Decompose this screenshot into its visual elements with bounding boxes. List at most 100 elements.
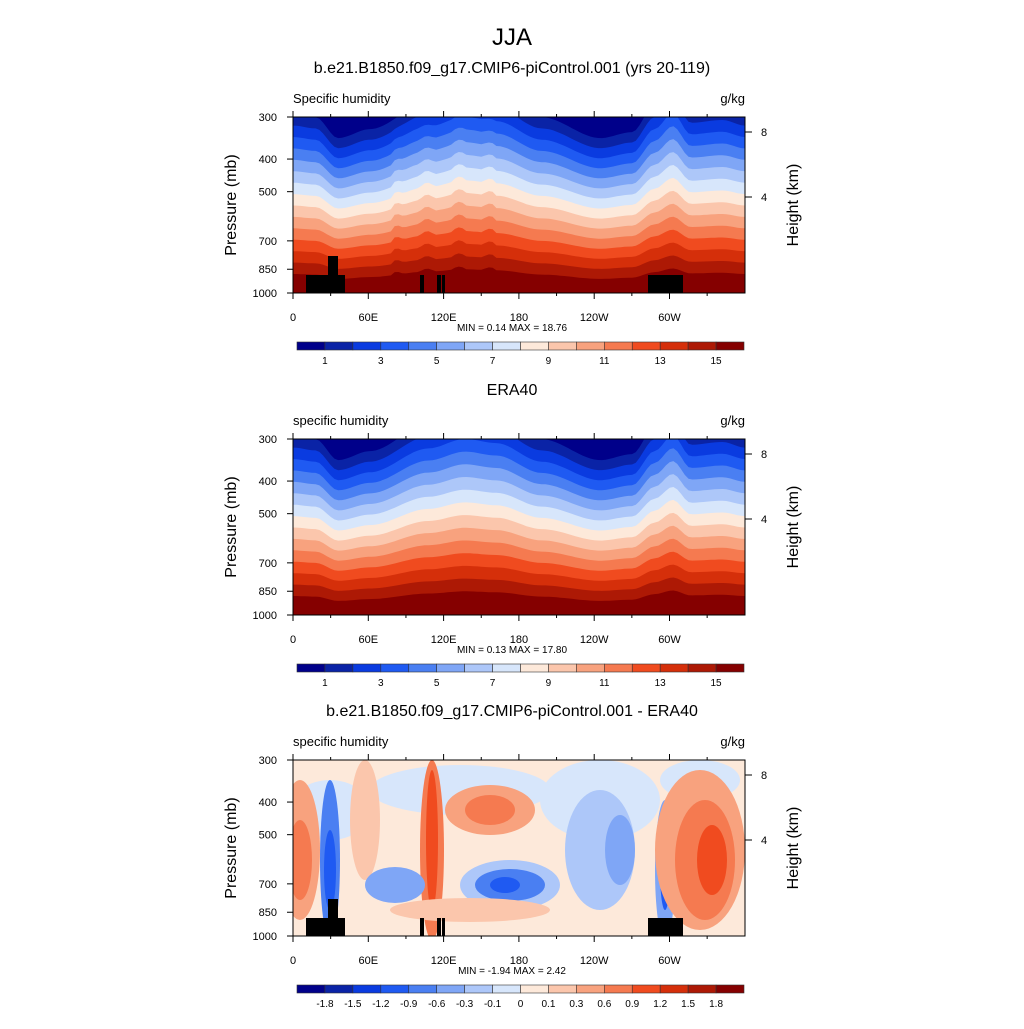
y-tick-label: 300 [259, 112, 277, 124]
panel-left-label: specific humidity [293, 734, 389, 749]
colorbar-box [492, 341, 521, 351]
panel-1: b.e21.B1850.f09_g17.CMIP6-piControl.001 … [223, 60, 802, 367]
y-tick-label: 400 [259, 476, 277, 488]
colorbar-label: -0.6 [428, 999, 446, 1010]
colorbar-box [352, 984, 382, 994]
y-axis-label: Pressure (mb) [223, 476, 240, 577]
topography-mask [420, 918, 424, 936]
contour-blob [426, 770, 438, 910]
contour-blob [490, 877, 520, 893]
y2-axis-label: Height (km) [785, 164, 802, 247]
contour-blob [605, 815, 635, 885]
colorbar-box [687, 663, 717, 673]
colorbar-label: 0.3 [569, 999, 583, 1010]
contour-blob [365, 867, 425, 903]
topography-mask [648, 918, 683, 936]
y2-tick-label: 8 [761, 127, 767, 139]
colorbar-box [324, 341, 354, 351]
y-tick-label: 700 [259, 879, 277, 891]
topography-mask [437, 275, 441, 293]
colorbar-label: 7 [490, 678, 496, 689]
panel-left-label: Specific humidity [293, 91, 391, 106]
colorbar-label: -1.8 [316, 999, 334, 1010]
colorbar-box [464, 984, 493, 994]
colorbar-box [408, 341, 437, 351]
colorbar-box [408, 663, 437, 673]
colorbar-box [296, 984, 326, 994]
colorbar-label: -1.2 [372, 999, 390, 1010]
panel-title: ERA40 [487, 382, 538, 399]
colorbar-label: 0.6 [597, 999, 611, 1010]
x-tick-label: 120E [431, 312, 457, 324]
topography-mask [306, 918, 345, 936]
contour-field [293, 760, 745, 936]
colorbar-box [687, 984, 717, 994]
x-tick-label: 0 [290, 634, 296, 646]
colorbar-box [520, 663, 549, 673]
colorbar-label: 0.9 [625, 999, 639, 1010]
colorbar-label: 1.5 [681, 999, 695, 1010]
colorbar-box [464, 341, 493, 351]
contour-band [293, 590, 745, 615]
y2-tick-label: 4 [761, 514, 767, 526]
colorbar-label: 9 [546, 356, 552, 367]
colorbar-box [604, 341, 633, 351]
colorbar-label: 13 [655, 678, 667, 689]
x-tick-label: 120W [580, 312, 609, 324]
figure-title: JJA [492, 24, 532, 51]
contour-band [293, 266, 745, 293]
colorbar-label: 15 [711, 678, 723, 689]
contour-blob [324, 830, 336, 910]
contour-blob [293, 820, 312, 900]
colorbar-box [520, 341, 549, 351]
x-tick-label: 60E [359, 312, 379, 324]
y-tick-label: 300 [259, 755, 277, 767]
colorbar-box [324, 984, 354, 994]
topography-mask [442, 918, 445, 936]
panel-title: b.e21.B1850.f09_g17.CMIP6-piControl.001 … [314, 60, 710, 77]
x-tick-label: 60E [359, 955, 379, 967]
min-max-label: MIN = 0.14 MAX = 18.76 [457, 323, 567, 334]
min-max-label: MIN = 0.13 MAX = 17.80 [457, 645, 567, 656]
colorbar-label: 11 [599, 356, 610, 367]
min-max-label: MIN = -1.94 MAX = 2.42 [458, 966, 566, 977]
panel-units-label: g/kg [720, 91, 745, 106]
panel-units-label: g/kg [720, 413, 745, 428]
colorbar-box [604, 984, 633, 994]
y-tick-label: 500 [259, 509, 277, 521]
y-tick-label: 1000 [253, 931, 277, 943]
colorbar-label: 1 [322, 356, 328, 367]
colorbar-label: 3 [378, 678, 384, 689]
colorbar-box [604, 663, 633, 673]
panel-3: b.e21.B1850.f09_g17.CMIP6-piControl.001 … [223, 703, 802, 1010]
colorbar-label: 0.1 [541, 999, 555, 1010]
colorbar-box [548, 984, 577, 994]
y-tick-label: 850 [259, 264, 277, 276]
x-tick-label: 60W [658, 312, 681, 324]
y2-tick-label: 4 [761, 192, 767, 204]
topography-mask [442, 275, 445, 293]
colorbar-label: -1.5 [344, 999, 362, 1010]
colorbar-box [492, 663, 521, 673]
colorbar-box [352, 341, 382, 351]
colorbar-box [631, 663, 661, 673]
colorbar-box [715, 663, 745, 673]
colorbar-box [436, 663, 465, 673]
contour-field [293, 439, 745, 615]
x-tick-label: 180 [510, 634, 528, 646]
colorbar-box [687, 341, 717, 351]
colorbar-box [576, 984, 605, 994]
x-tick-label: 120W [580, 634, 609, 646]
x-tick-label: 120E [431, 955, 457, 967]
colorbar-box [715, 984, 745, 994]
contour-blob [350, 760, 380, 880]
x-tick-label: 180 [510, 312, 528, 324]
x-tick-label: 120W [580, 955, 609, 967]
topography-mask [328, 256, 338, 275]
topography-mask [437, 918, 441, 936]
topography-mask [306, 275, 345, 293]
colorbar-box [631, 341, 661, 351]
y-tick-label: 1000 [253, 288, 277, 300]
colorbar-label: 7 [490, 356, 496, 367]
